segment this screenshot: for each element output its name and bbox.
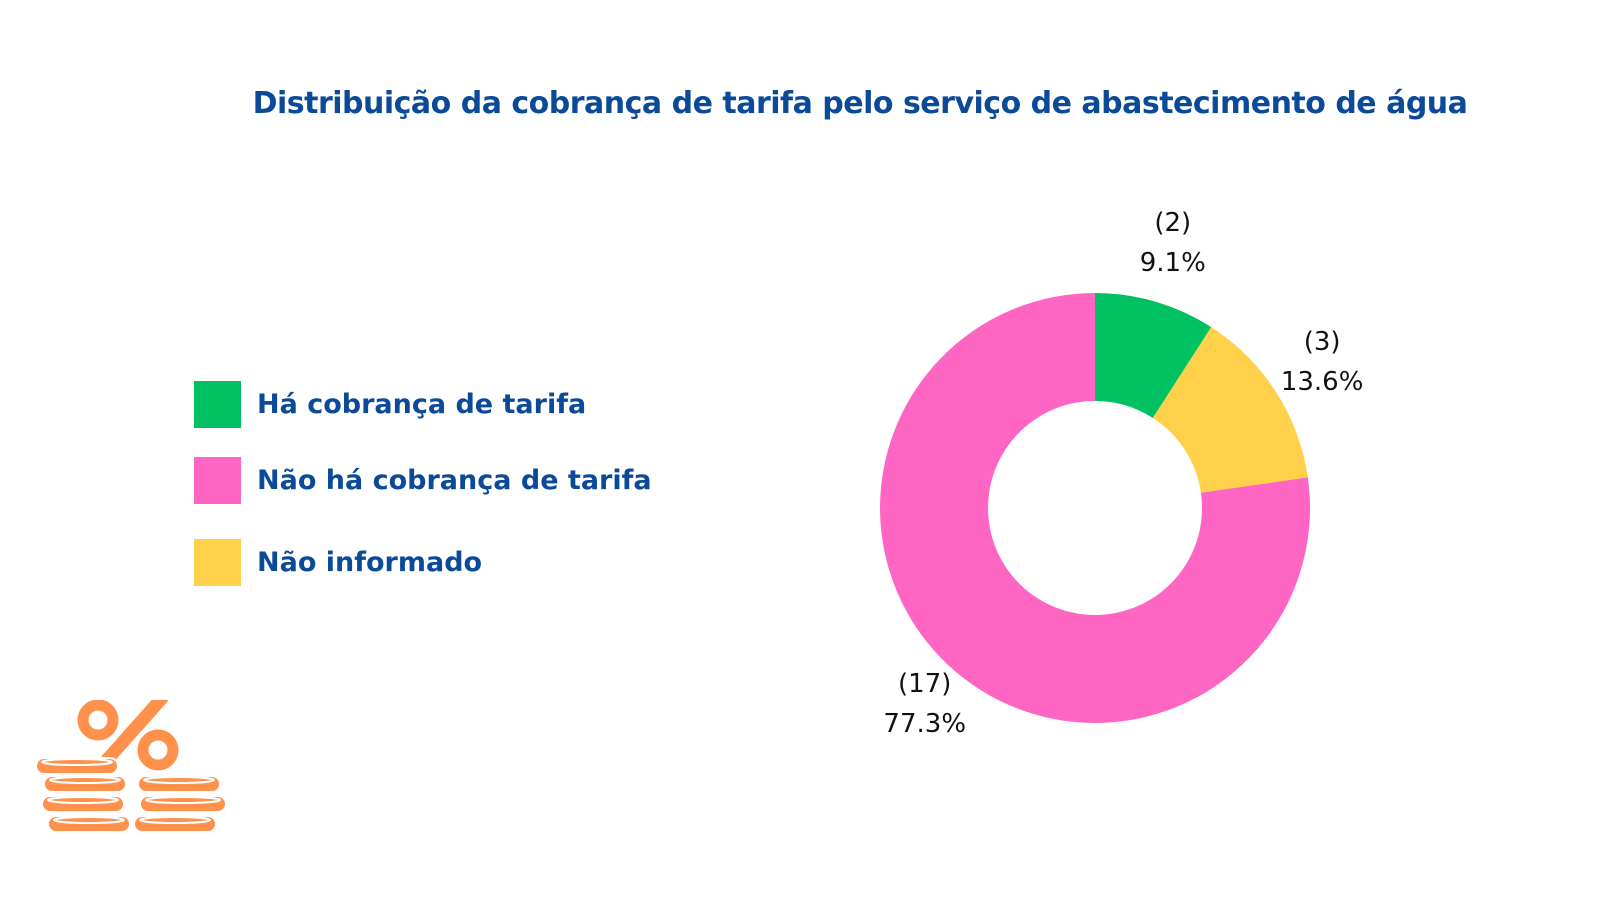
legend-label-nao-informado: Não informado	[257, 547, 483, 578]
percent-bottom-circle	[137, 729, 179, 771]
legend-item-ha-cobranca: Há cobrança de tarifa	[194, 381, 714, 428]
coin-left-3-rim	[47, 796, 119, 804]
count-label-nao-ha-cobranca: (17)	[898, 669, 952, 700]
legend-swatch-nao-informado	[194, 539, 241, 586]
data-label-nao-ha-cobranca: (17) 77.3%	[883, 664, 966, 744]
legend-label-nao-ha-cobranca: Não há cobrança de tarifa	[257, 465, 652, 496]
percent-label-ha-cobranca: 9.1%	[1139, 248, 1206, 279]
slice-ha-cobranca	[1095, 293, 1212, 418]
data-label-nao-informado: (3) 13.6%	[1281, 322, 1364, 402]
coin-left-4-rim	[53, 816, 125, 824]
percent-label-nao-ha-cobranca: 77.3%	[883, 709, 967, 740]
percent-top-circle	[77, 700, 119, 741]
coin-right-3-rim	[139, 816, 211, 824]
legend-item-nao-ha-cobranca: Não há cobrança de tarifa	[194, 457, 714, 504]
count-label-ha-cobranca: (2)	[1154, 208, 1192, 239]
percent-label-nao-informado: 13.6%	[1280, 367, 1364, 398]
coin-left-2-rim	[49, 776, 121, 784]
coin-right-1-rim	[143, 776, 215, 784]
count-label-nao-informado: (3)	[1303, 327, 1341, 358]
slice-nao-ha-cobranca	[879, 293, 1311, 723]
data-label-ha-cobranca: (2) 9.1%	[1140, 203, 1206, 283]
coin-left-1-rim	[41, 758, 113, 766]
slice-nao-informado	[1152, 327, 1308, 493]
legend-swatch-ha-cobranca	[194, 381, 241, 428]
coin-right-2-rim	[145, 796, 221, 804]
legend-label-ha-cobranca: Há cobrança de tarifa	[257, 389, 587, 420]
legend-swatch-nao-ha-cobranca	[194, 457, 241, 504]
chart-title: Distribuição da cobrança de tarifa pelo …	[252, 86, 1468, 121]
percent-coins-icon	[35, 700, 227, 833]
legend-item-nao-informado: Não informado	[194, 539, 714, 586]
coins-group	[35, 700, 227, 833]
